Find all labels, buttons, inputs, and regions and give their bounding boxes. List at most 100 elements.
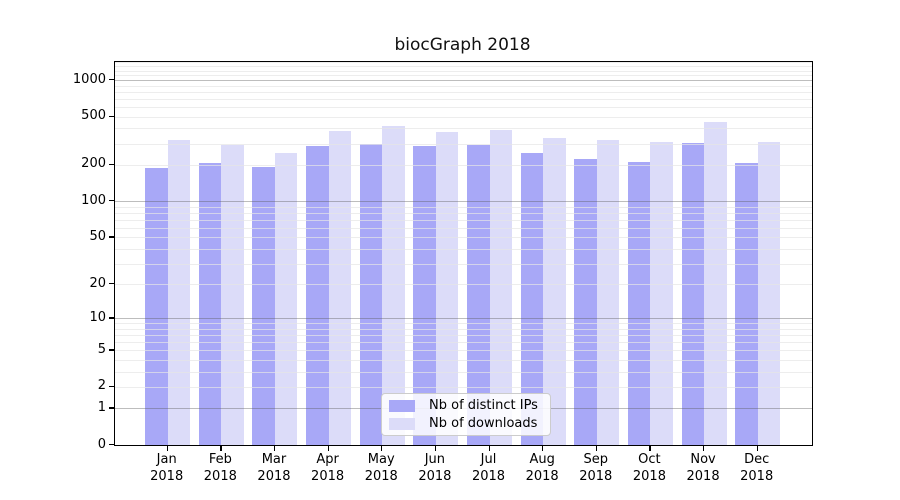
x-tick-mark — [327, 445, 329, 451]
gridline-minor — [115, 85, 812, 87]
legend-label-distinct-ips: Nb of distinct IPs — [429, 398, 538, 413]
gridline-minor — [115, 62, 812, 64]
gridline-minor — [115, 91, 812, 93]
bar-downloads-jun — [435, 131, 459, 445]
gridline-minor — [115, 237, 812, 239]
bar-distinct-ips-jan — [145, 167, 168, 445]
y-tick-mark — [109, 115, 114, 117]
y-tick-mark — [109, 407, 114, 409]
y-tick-label: 1 — [97, 399, 106, 415]
y-tick-label: 200 — [81, 156, 106, 172]
bar-distinct-ips-sep — [574, 159, 597, 445]
bar-downloads-dec — [757, 141, 781, 445]
y-tick-mark — [109, 444, 114, 446]
bar-downloads-apr — [328, 131, 352, 445]
gridline-minor — [115, 98, 812, 100]
y-tick-mark — [109, 349, 114, 351]
gridline-major — [115, 80, 812, 82]
gridline-major — [115, 318, 812, 320]
x-tick-mark — [166, 445, 168, 451]
x-tick-label-jun: Jun 2018 — [418, 452, 452, 484]
gridline-minor — [115, 70, 812, 72]
legend-item-downloads: Nb of downloads — [389, 416, 538, 431]
y-tick-mark — [109, 283, 114, 285]
x-tick-mark — [434, 445, 437, 451]
gridline-major — [115, 201, 812, 203]
gridline-minor — [115, 350, 812, 352]
x-tick-label-nov: Nov 2018 — [686, 452, 720, 484]
y-tick-mark — [109, 385, 114, 388]
grid-layer — [115, 62, 812, 445]
y-tick-label: 100 — [81, 192, 106, 208]
bar-downloads-aug — [543, 138, 566, 445]
bar-distinct-ips-may — [359, 144, 383, 445]
gridline-minor — [115, 128, 812, 130]
y-tick-label: 500 — [81, 108, 106, 124]
y-tick-mark — [109, 200, 114, 202]
x-tick-label-mar: Mar 2018 — [257, 452, 291, 484]
bar-downloads-jan — [167, 140, 191, 445]
legend-item-distinct-ips: Nb of distinct IPs — [389, 398, 538, 413]
y-tick-label: 1000 — [72, 71, 106, 87]
x-tick-label-oct: Oct 2018 — [632, 452, 666, 484]
x-tick-label-feb: Feb 2018 — [203, 452, 237, 484]
y-tick-label: 5 — [97, 341, 106, 357]
legend-label-downloads: Nb of downloads — [429, 416, 538, 431]
x-tick-label-may: May 2018 — [364, 452, 398, 484]
y-tick-label: 10 — [89, 309, 106, 325]
gridline-minor — [115, 248, 812, 250]
x-tick-mark — [542, 445, 544, 451]
gridline-minor — [115, 116, 812, 118]
gridline-minor — [115, 360, 812, 361]
y-tick-mark — [109, 79, 114, 81]
gridline-minor — [115, 143, 812, 145]
y-tick-label: 2 — [97, 378, 106, 394]
bar-distinct-ips-apr — [306, 146, 329, 445]
gridline-minor — [115, 212, 812, 214]
bar-distinct-ips-oct — [627, 162, 651, 445]
x-tick-mark — [595, 445, 597, 451]
bar-distinct-ips-nov — [681, 142, 705, 445]
x-tick-label-dec: Dec 2018 — [740, 452, 774, 484]
x-tick-mark — [649, 445, 651, 451]
gridline-minor — [115, 219, 812, 221]
y-tick-mark — [109, 163, 114, 166]
x-tick-label-jan: Jan 2018 — [150, 452, 184, 484]
bar-downloads-may — [382, 126, 405, 445]
bar-downloads-jul — [489, 130, 513, 445]
x-tick-mark — [273, 445, 276, 451]
gridline-minor — [115, 335, 812, 337]
bar-downloads-nov — [704, 122, 727, 445]
legend: Nb of distinct IPs Nb of downloads — [381, 393, 551, 436]
gridline-minor — [115, 206, 812, 208]
y-tick-label: 50 — [89, 228, 106, 244]
x-tick-mark — [756, 445, 758, 451]
y-tick-label: 20 — [89, 275, 106, 291]
gridline-minor — [115, 75, 812, 77]
gridline-minor — [115, 323, 812, 325]
x-tick-mark — [381, 445, 383, 451]
gridline-minor — [115, 386, 812, 388]
bar-distinct-ips-mar — [252, 167, 275, 445]
legend-swatch-distinct-ips — [389, 399, 415, 412]
bar-distinct-ips-feb — [198, 162, 222, 445]
gridline-minor — [115, 328, 812, 330]
x-tick-label-apr: Apr 2018 — [311, 452, 345, 484]
y-tick-mark — [109, 236, 114, 238]
y-tick-mark — [109, 317, 114, 319]
gridline-minor — [115, 342, 812, 344]
bar-downloads-oct — [650, 142, 673, 445]
gridline-minor — [115, 227, 812, 229]
legend-swatch-downloads — [389, 417, 415, 430]
x-tick-mark — [488, 445, 490, 451]
bar-distinct-ips-dec — [735, 162, 758, 445]
gridline-minor — [115, 284, 812, 286]
x-tick-mark — [220, 445, 222, 451]
gridline-minor — [115, 371, 812, 373]
x-tick-label-jul: Jul 2018 — [471, 452, 506, 484]
x-tick-mark — [703, 445, 705, 451]
x-tick-label-sep: Sep 2018 — [579, 452, 613, 484]
gridline-minor — [115, 164, 812, 166]
gridline-minor — [115, 107, 812, 109]
